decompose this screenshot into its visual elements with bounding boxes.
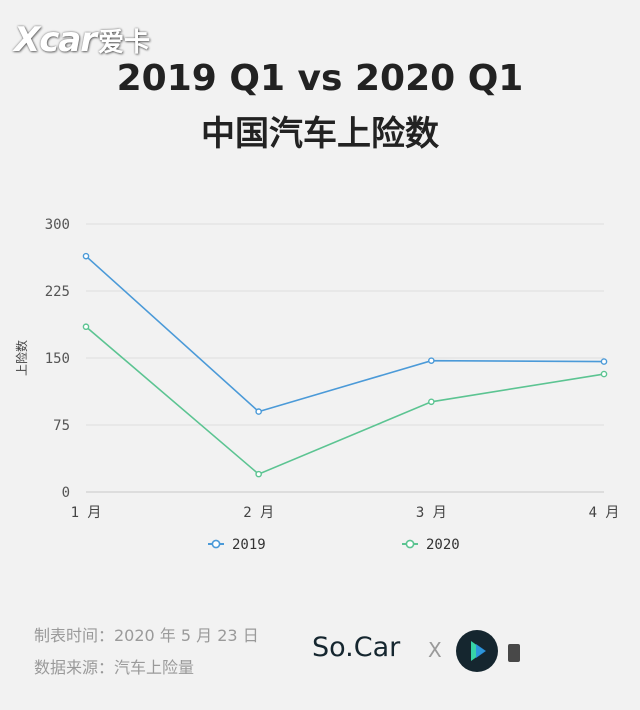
watermark-cn-text: 爱卡 [98,27,151,58]
chart-title-line2: 中国汽车上险数 [201,114,439,154]
data-point-2020 [428,398,435,406]
x-tick-label: 1 月 [71,505,102,521]
footer-source: 数据来源：汽车上险量 [34,658,195,677]
socar-logo: So.Car [312,632,401,663]
x-tick-label: 4 月 [589,505,620,521]
legend-marker-2019 [211,539,221,549]
partner-text-glyph [508,644,520,662]
y-tick-label: 75 [53,418,70,434]
legend-marker-2020 [405,539,415,549]
grid-lines [86,223,604,493]
watermark-logo-text: Xcar [14,20,97,60]
x-tick-label: 2 月 [243,505,274,521]
footer-date: 制表时间：2020 年 5 月 23 日 [34,626,259,645]
line-chart: 0 75 150 225 300 1 月 2 月 3 月 4 月 上险数 2019 2020 [14,217,620,553]
x-tick-labels: 1 月 2 月 3 月 4 月 [71,505,620,521]
xcar-watermark: Xcar 爱卡 [14,20,150,60]
y-tick-label: 300 [45,217,70,233]
data-point-2019 [255,408,262,415]
data-point-2020 [600,370,608,378]
data-point-2019 [428,357,435,364]
y-tick-label: 225 [45,284,70,300]
legend-label-2020: 2020 [426,537,460,553]
x-tick-label: 3 月 [416,505,447,521]
data-point-2020 [82,323,90,331]
data-point-2019 [82,252,90,260]
series-line-2019 [85,255,605,413]
legend: 2019 2020 [208,537,460,553]
legend-label-2019: 2019 [232,537,266,553]
series-lines [82,252,608,478]
series-line-2020 [85,326,605,476]
logo-separator: X [428,638,442,662]
partner-logo-icon [456,630,498,672]
chart-title-line1: 2019 Q1 vs 2020 Q1 [116,58,524,99]
y-axis-label: 上险数 [14,340,29,376]
data-point-2020 [255,470,262,478]
y-tick-labels: 0 75 150 225 300 [45,217,70,501]
y-tick-label: 0 [62,485,70,501]
data-point-2019 [600,358,608,365]
y-tick-label: 150 [45,351,70,367]
